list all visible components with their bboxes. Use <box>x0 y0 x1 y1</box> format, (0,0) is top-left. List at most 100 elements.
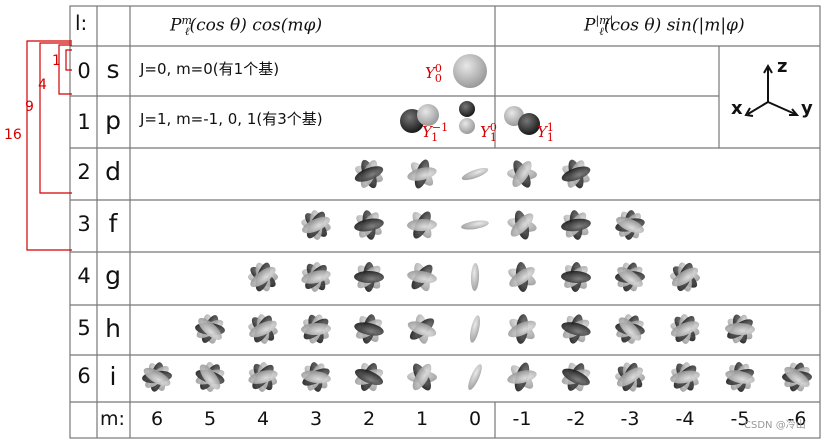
orbital-l6-m6 <box>142 362 172 392</box>
bracket-label-4: 4 <box>38 77 47 93</box>
m-row-label: m: <box>100 408 125 430</box>
orbital-l5-m4 <box>248 314 278 344</box>
row-letter-s: s <box>106 55 120 84</box>
orbital-p-m-1 <box>400 104 439 133</box>
orbital-l5-m-1 <box>508 314 536 344</box>
row-l-2: 2 <box>77 160 91 184</box>
orbital-l6-m5 <box>195 362 225 392</box>
row-l-3: 3 <box>77 212 91 236</box>
orbital-l5-m0 <box>469 315 481 343</box>
orbital-l6-m-3 <box>615 362 645 392</box>
row-l-5: 5 <box>77 316 91 340</box>
sin-header: P|m|ℓ(cos θ) sin(|m|φ) <box>584 14 745 39</box>
orbital-l3-m1 <box>407 211 437 239</box>
row-l-4: 4 <box>77 264 91 288</box>
row-l-0: 0 <box>77 59 91 83</box>
orbital-l6-m-5 <box>725 362 755 392</box>
orbital-l5-m2 <box>354 314 384 344</box>
m-value-6: 0 <box>468 408 482 430</box>
orbital-l3-m-1 <box>507 210 537 240</box>
orbital-l6-m-1 <box>507 362 537 392</box>
orbital-l3-m0 <box>461 220 489 230</box>
orbital-l6-m1 <box>407 363 437 391</box>
orbital-l3-m-2 <box>561 210 591 240</box>
orbital-l5-m-3 <box>615 314 645 344</box>
bracket-16 <box>26 40 72 251</box>
orbital-l4-m0 <box>470 263 480 291</box>
row-l-6: 6 <box>77 364 91 388</box>
orbital-l5-m-2 <box>561 314 591 344</box>
y11-label: Y11 <box>537 121 554 144</box>
row-letter-f: f <box>108 209 118 238</box>
orbital-l5-m5 <box>195 314 225 344</box>
orbital-l6-m0 <box>468 364 482 390</box>
orbital-l4-m-4 <box>670 262 700 292</box>
orbital-l4-m1 <box>407 262 437 292</box>
orbital-p-m0 <box>459 101 475 134</box>
orbital-s <box>453 54 487 88</box>
orbital-l2-m2 <box>354 159 384 189</box>
row-letter-g: g <box>105 261 121 290</box>
bracket-label-9: 9 <box>25 99 34 115</box>
orbital-l4-m-3 <box>615 262 645 292</box>
m-value-1: 5 <box>203 408 217 430</box>
watermark: CSDN @冷山 <box>744 420 806 431</box>
y10-label: Y01 <box>480 121 497 144</box>
axis-x-label: x <box>731 98 743 119</box>
orbital-l2-m1 <box>407 159 437 189</box>
row-letter-d: d <box>105 157 121 186</box>
orbital-l4-m4 <box>248 262 278 292</box>
m-value-8: -2 <box>566 408 586 430</box>
cos-header: Pmℓ(cos θ) cos(mφ) <box>170 14 323 39</box>
row-l-1: 1 <box>77 110 91 134</box>
l-header: l: <box>75 11 88 35</box>
orbital-l5-m3 <box>301 314 331 344</box>
axes-icon <box>744 63 800 117</box>
m-value-0: 6 <box>150 408 164 430</box>
bracket-9 <box>39 42 72 194</box>
m-value-4: 2 <box>362 408 376 430</box>
orbital-l4-m-2 <box>561 262 591 292</box>
orbital-l5-m-5 <box>725 314 755 344</box>
y1m1-label: Y−11 <box>422 121 449 144</box>
bracket-1 <box>65 49 72 71</box>
bracket-label-1: 1 <box>52 53 61 69</box>
m-value-12: -6 <box>787 408 807 430</box>
row-letter-i: i <box>109 362 117 391</box>
row-letter-p: p <box>105 106 121 135</box>
orbital-l6-m-6 <box>782 362 812 392</box>
m-value-7: -1 <box>512 408 532 430</box>
orbital-l2-m-2 <box>561 159 591 189</box>
m-value-3: 3 <box>309 408 323 430</box>
orbital-l4-m2 <box>354 262 384 292</box>
y00-label: Y00 <box>425 62 442 85</box>
m-value-11: -5 <box>730 408 750 430</box>
axis-z-label: z <box>777 56 788 77</box>
orbital-l5-m-4 <box>670 314 700 344</box>
row-s-description: J=0, m=0(有1个基) <box>140 60 280 78</box>
axis-y-label: y <box>801 98 813 119</box>
orbital-l6-m3 <box>301 362 331 392</box>
row-p-description: J=1, m=-1, 0, 1(有3个基) <box>140 110 323 128</box>
m-value-10: -4 <box>675 408 695 430</box>
orbital-l6-m-4 <box>670 362 700 392</box>
orbital-l2-m-1 <box>507 160 537 188</box>
orbital-l6-m2 <box>354 362 384 392</box>
m-value-5: 1 <box>415 408 429 430</box>
orbital-l5-m1 <box>407 314 437 344</box>
orbital-l4-m-1 <box>508 262 536 292</box>
orbital-l4-m3 <box>301 262 331 292</box>
orbital-l6-m-2 <box>561 362 591 392</box>
orbital-p-m1 <box>504 106 540 135</box>
orbital-l3-m-3 <box>615 210 645 240</box>
orbital-l6-m4 <box>248 362 278 392</box>
orbital-l3-m3 <box>301 210 331 240</box>
orbital-l2-m0 <box>461 167 489 181</box>
bracket-4 <box>58 44 72 95</box>
m-value-9: -3 <box>620 408 640 430</box>
m-value-2: 4 <box>256 408 270 430</box>
bracket-label-16: 16 <box>4 127 22 143</box>
orbital-l3-m2 <box>354 210 384 240</box>
